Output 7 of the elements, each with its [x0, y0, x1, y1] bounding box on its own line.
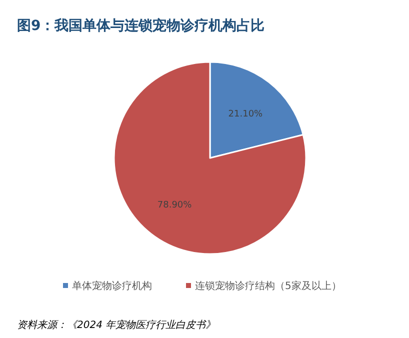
legend-label: 单体宠物诊疗机构	[72, 280, 152, 292]
pie-slice	[113, 61, 307, 255]
data-label: 21.10%	[228, 110, 264, 120]
legend-label: 连锁宠物诊疗结构（5家及以上）	[195, 280, 342, 292]
text: 资料来源：《2024 年宠物医疗行业白皮书》	[17, 319, 216, 331]
data-label: 78.90%	[157, 200, 192, 210]
chart-title: 图9：我国单体与连锁宠物诊疗机构占比	[17, 17, 265, 34]
